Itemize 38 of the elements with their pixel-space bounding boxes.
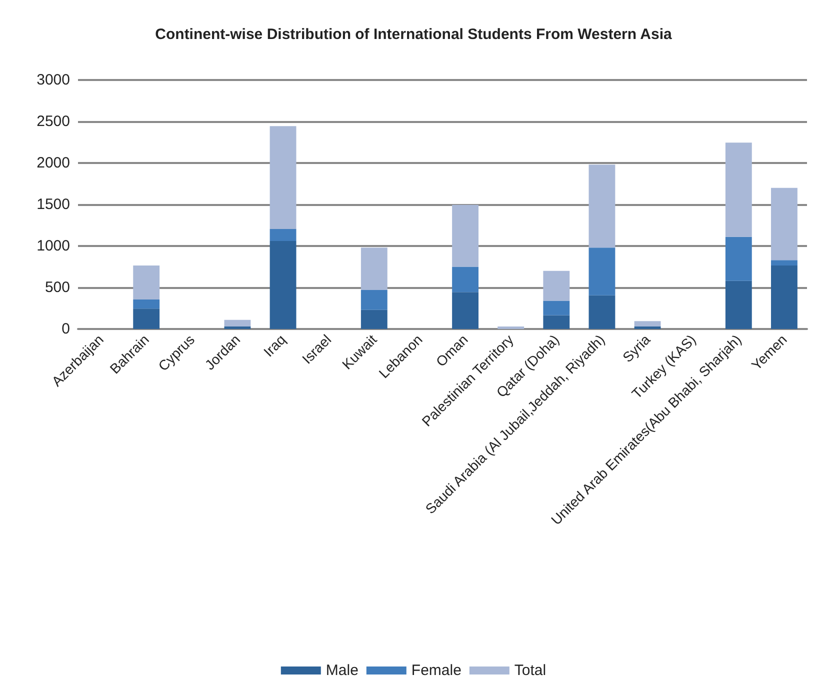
x-tick-label: Iraq [260,331,289,360]
y-tick-label: 0 [62,320,70,338]
bar [771,188,798,260]
y-tick-label: 2500 [36,113,70,130]
y-tick-label: 3000 [36,72,70,88]
bar [270,126,296,229]
bar [725,142,752,237]
bar [725,236,752,281]
bar [270,228,296,242]
y-tick-label: 500 [44,279,70,296]
y-tick-label: 1500 [36,196,70,213]
y-tick-label: 1000 [36,238,70,254]
y-tick-label: 2000 [36,154,70,172]
bar [543,315,570,329]
bar [133,308,160,329]
bar [771,266,798,329]
legend-label: Total [514,662,546,679]
bar [452,292,478,329]
legend-label: Male [326,662,358,679]
bar [771,260,798,266]
bar [452,266,478,292]
bar [224,320,251,327]
bar [588,248,616,296]
bar [452,204,478,267]
legend-label: Female [411,662,462,679]
bar [634,321,661,327]
bar [543,270,570,301]
bar [360,290,388,310]
bar [588,164,616,248]
bar [133,266,160,300]
bar [360,310,388,329]
bar [543,300,570,316]
bar [588,295,616,329]
chart-title: Continent-wise Distribution of International Students From Western Asia [155,26,672,43]
bar [270,241,296,329]
bar [725,280,752,329]
bar [360,248,388,290]
bar [133,300,160,309]
